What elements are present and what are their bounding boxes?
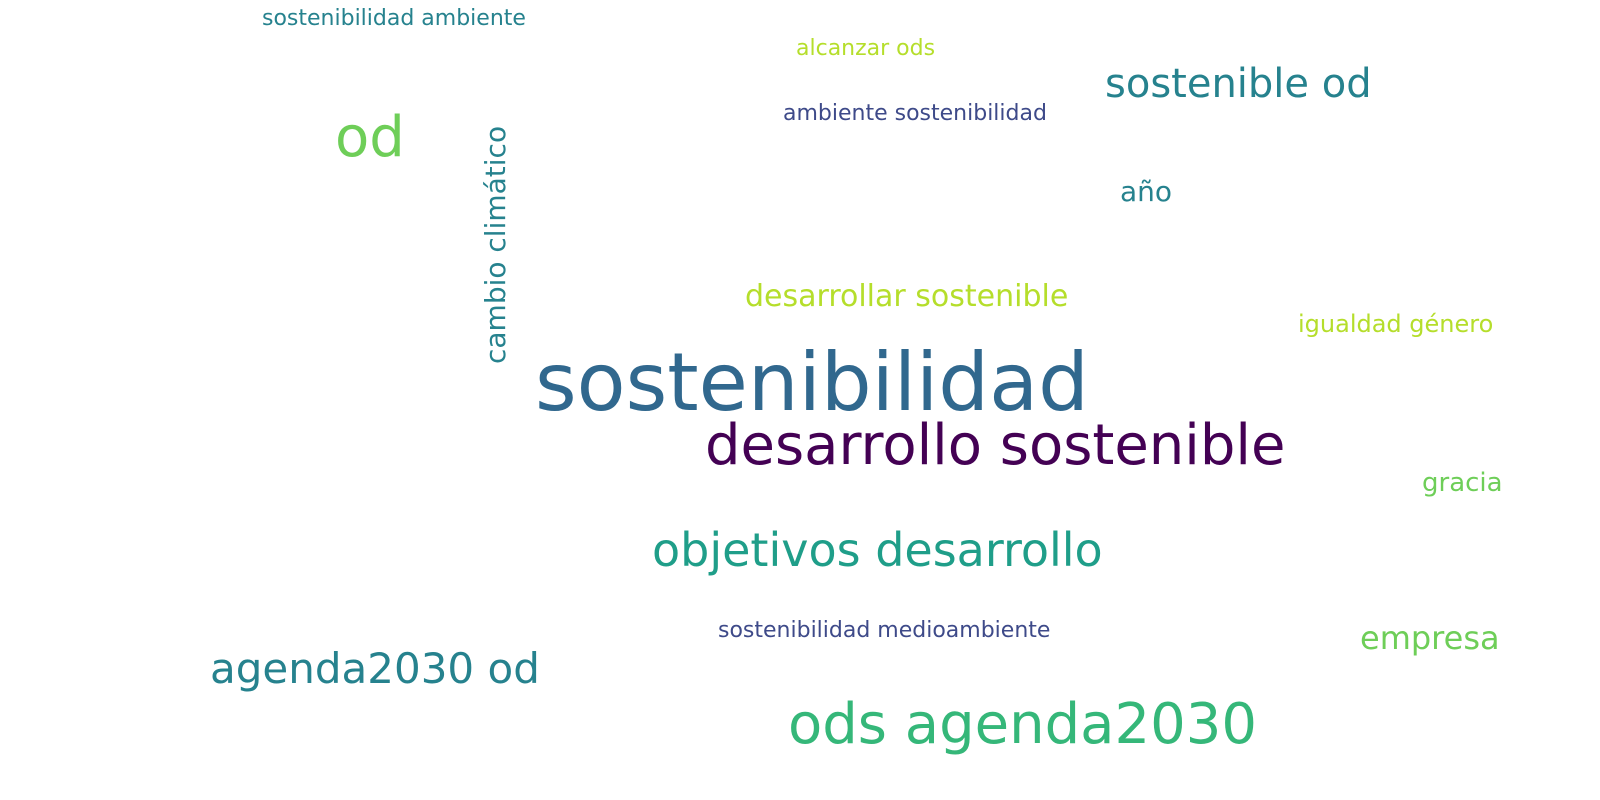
word-empresa: empresa bbox=[1360, 619, 1500, 657]
word-cambio-climatico: cambio climático bbox=[479, 125, 512, 364]
word-agenda2030-od: agenda2030 od bbox=[210, 644, 540, 693]
word-igualdad-genero: igualdad género bbox=[1298, 310, 1494, 338]
word-gracia: gracia bbox=[1422, 468, 1503, 498]
word-desarrollo-sostenible: desarrollo sostenible bbox=[705, 413, 1286, 478]
word-sostenibilidad-ambiente: sostenibilidad ambiente bbox=[262, 6, 526, 31]
word-sostenibilidad: sostenibilidad bbox=[535, 336, 1089, 429]
word-sostenibilidad-medioambiente: sostenibilidad medioambiente bbox=[718, 618, 1051, 643]
word-ano: año bbox=[1120, 175, 1173, 208]
word-alcanzar-ods: alcanzar ods bbox=[796, 36, 936, 61]
word-ambiente-sostenibilidad: ambiente sostenibilidad bbox=[783, 101, 1047, 126]
word-od: od bbox=[335, 105, 405, 170]
word-objetivos-desarrollo: objetivos desarrollo bbox=[652, 523, 1103, 577]
word-ods-agenda2030: ods agenda2030 bbox=[788, 692, 1257, 757]
word-sostenible-od: sostenible od bbox=[1105, 61, 1372, 107]
word-desarrollar-sostenible: desarrollar sostenible bbox=[745, 279, 1069, 314]
